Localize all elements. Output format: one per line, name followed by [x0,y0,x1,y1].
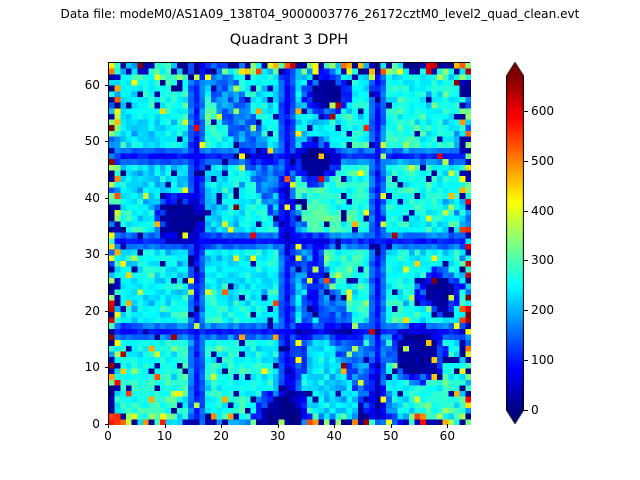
y-tick-mark [104,84,108,86]
x-tick-mark [108,424,109,428]
y-tick-label: 20 [84,303,100,318]
x-tick-label: 50 [383,429,399,443]
colorbar-tick-mark [524,210,528,212]
x-tick-label: 10 [156,429,173,443]
colorbar-tick-label: 500 [531,153,555,168]
colorbar-tick-label: 100 [531,353,555,368]
data-file-label: Data file: modeM0/AS1A09_138T04_90000037… [60,7,580,21]
x-tick-label: 30 [269,429,286,443]
heatmap-image[interactable] [109,63,471,425]
y-tick-label: 60 [84,77,100,92]
y-tick-mark [104,367,108,369]
page-title: Quadrant 3 DPH [229,31,349,48]
y-tick-label: 10 [84,360,100,375]
y-tick-mark [104,141,108,143]
y-tick-label: 0 [92,417,100,431]
colorbar-tick-mark [524,260,528,262]
y-tick-mark [104,424,108,425]
colorbar[interactable] [506,62,524,424]
colorbar-tick-mark [524,160,528,162]
y-tick-mark [104,310,108,312]
colorbar-tick-label: 400 [531,203,555,218]
x-tick-mark [277,424,279,428]
x-tick-label: 20 [213,429,229,443]
y-tick-label: 50 [84,134,100,149]
x-tick-mark [164,424,166,428]
x-tick-label: 60 [439,429,456,443]
colorbar-tick-mark [524,360,528,362]
y-tick-label: 30 [84,247,100,262]
x-tick-mark [447,424,449,428]
colorbar-tick-label: 600 [531,103,555,118]
colorbar-tick-mark [524,310,528,312]
y-tick-mark [104,254,108,256]
y-tick-mark [104,197,108,199]
colorbar-tick-mark [524,110,528,112]
y-tick-label: 40 [84,190,100,205]
x-tick-label: 0 [104,429,112,443]
colorbar-tick-label: 0 [531,403,539,417]
colorbar-tick-label: 200 [531,303,555,318]
colorbar-gradient [506,62,524,424]
colorbar-tick-label: 300 [531,253,555,268]
x-tick-label: 40 [326,429,342,443]
x-tick-mark [390,424,392,428]
x-tick-mark [334,424,336,428]
heatmap-axes[interactable] [108,62,471,425]
x-tick-mark [221,424,223,428]
colorbar-tick-mark [524,410,528,411]
